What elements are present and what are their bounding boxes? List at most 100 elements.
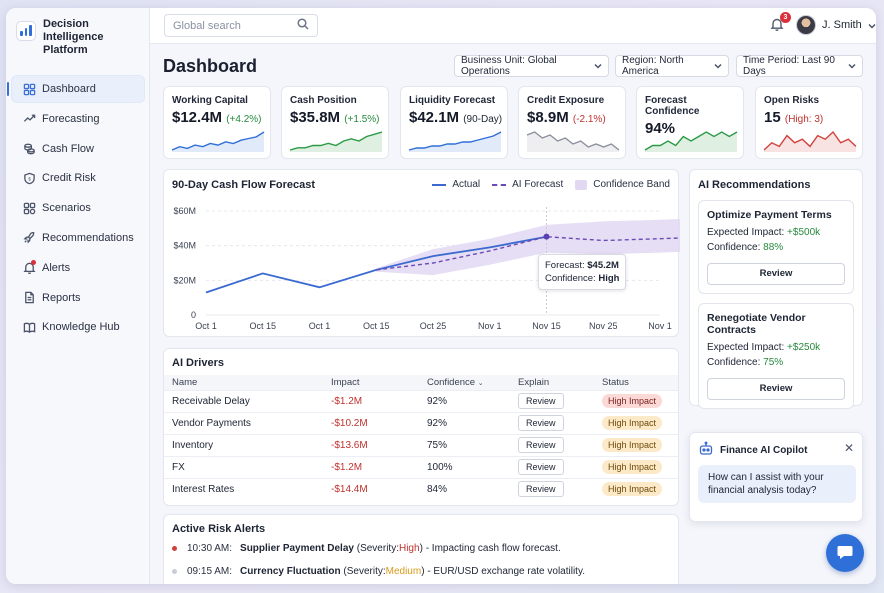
review-button[interactable]: Review	[707, 263, 845, 285]
filter-dropdown-3[interactable]: Time Period: Last 90 Days	[736, 55, 863, 77]
sidebar-item-label: Reports	[42, 291, 81, 304]
sidebar-item-dashboard[interactable]: Dashboard	[7, 76, 144, 102]
search-input[interactable]: Global search	[164, 14, 318, 37]
kpi-delta: (-2.1%)	[572, 114, 606, 125]
alert-subject: Supplier Payment Delay	[240, 543, 354, 554]
legend-band: Confidence Band	[593, 179, 670, 190]
document-icon	[22, 291, 36, 305]
kpi-label: Cash Position	[290, 95, 357, 106]
sidebar-item-recommendations[interactable]: Recommendations	[12, 225, 144, 251]
severity-dot	[172, 569, 177, 574]
review-button[interactable]: Review	[518, 393, 564, 409]
table-row[interactable]: FX -$1.2M 100% Review High Impact	[164, 455, 678, 478]
status-badge: High Impact	[602, 416, 663, 430]
sidebar-item-knowledge-hub[interactable]: Knowledge Hub	[12, 314, 144, 340]
sidebar-item-reports[interactable]: Reports	[12, 285, 144, 311]
confidence-value: 88%	[763, 242, 784, 253]
coins-icon	[22, 142, 36, 156]
col-name[interactable]: Name	[164, 375, 323, 390]
drivers-table: Name Impact Confidence ⌄ Explain Status …	[164, 375, 678, 500]
impact-value: +$250k	[787, 342, 821, 353]
review-button[interactable]: Review	[518, 415, 564, 431]
kpi-card-working-capital[interactable]: Working Capital $12.4M (+4.2%)	[163, 86, 271, 159]
col-explain[interactable]: Explain	[510, 375, 594, 390]
sparkline-line	[408, 131, 502, 151]
user-menu[interactable]: J. Smith	[796, 15, 876, 35]
x-tick-label: Oct 15	[249, 321, 276, 331]
search-placeholder: Global search	[173, 19, 241, 32]
kpi-card-open-risks[interactable]: Open Risks 15 (High: 3)	[755, 86, 863, 159]
driver-confidence: 84%	[419, 477, 510, 500]
legend-actual: Actual	[452, 179, 481, 190]
sidebar-item-scenarios[interactable]: Scenarios	[12, 195, 144, 221]
notifications-button[interactable]: 3	[770, 12, 791, 34]
sidebar-item-credit-risk[interactable]: $ Credit Risk	[12, 165, 144, 191]
grid-icon	[22, 82, 36, 96]
tooltip-conf-value: High	[598, 273, 620, 284]
sparkline-area	[764, 132, 856, 152]
table-row[interactable]: Vendor Payments -$10.2M 92% Review High Impa…	[164, 411, 678, 434]
sidebar-item-forecasting[interactable]: Forecasting	[12, 106, 144, 132]
cash-flow-chart[interactable]: 0 $20M $40M $60M Oct 1 Oct 15 Oct 1 Oct 15 Oct 2…	[164, 170, 680, 338]
x-tick-label: Nov 25	[589, 321, 618, 331]
table-row[interactable]: Inventory -$13.6M 75% Review High Impact	[164, 433, 678, 456]
filter-dropdown-2[interactable]: Region: North America	[615, 55, 729, 77]
x-tick-label: Oct 25	[420, 321, 447, 331]
chat-button[interactable]	[826, 534, 864, 572]
table-row[interactable]: Interest Rates -$14.4M 84% Review High Impac…	[164, 477, 678, 500]
brand[interactable]: Decision Intelligence Platform	[16, 18, 143, 57]
kpi-value: 94%	[645, 120, 676, 137]
col-impact[interactable]: Impact	[323, 375, 419, 390]
sparkline-line	[289, 131, 383, 151]
kpi-card-forecast-confidence[interactable]: Forecast Confidence 94%	[636, 86, 744, 159]
filter-label: Business Unit: Global Operations	[461, 55, 557, 77]
review-button[interactable]: Review	[518, 459, 564, 475]
review-button[interactable]: Review	[707, 378, 845, 400]
recommendation-title: Renegotiate Vendor Contracts	[707, 312, 806, 336]
sparkline-area	[172, 132, 264, 152]
shield-icon: $	[22, 171, 36, 185]
sidebar-item-alerts[interactable]: Alerts	[12, 255, 144, 281]
kpi-card-cash-position[interactable]: Cash Position $35.8M (+1.5%)	[281, 86, 389, 159]
sidebar-item-label: Knowledge Hub	[42, 321, 120, 334]
review-button[interactable]: Review	[518, 437, 564, 453]
chevron-down-icon	[714, 62, 722, 70]
sparkline-line	[171, 131, 265, 151]
filter-dropdown-1[interactable]: Business Unit: Global Operations	[454, 55, 609, 77]
sidebar-nav: Dashboard Forecasting Cash Flow $ Credit Ris…	[7, 76, 144, 344]
confidence-label: Confidence:	[707, 357, 761, 368]
risk-alert-item[interactable]: 09:15 AM: Currency Fluctuation (Severity:…	[172, 566, 585, 577]
search-icon[interactable]	[297, 18, 309, 33]
kpi-card-credit-exposure[interactable]: Credit Exposure $8.9M (-2.1%)	[518, 86, 626, 159]
impact-label: Expected Impact:	[707, 227, 785, 238]
x-tick-label: Oct 15	[363, 321, 390, 331]
severity-prefix: (Severity:	[356, 543, 399, 554]
close-icon[interactable]: ✕	[843, 441, 854, 455]
review-button[interactable]: Review	[518, 481, 564, 498]
bell-icon	[770, 18, 784, 34]
filter-label: Region: North America	[622, 55, 684, 77]
rocket-icon	[22, 231, 36, 245]
x-tick-label: Oct 1	[195, 321, 217, 331]
col-status[interactable]: Status	[594, 375, 678, 390]
chart-title: 90-Day Cash Flow Forecast	[172, 179, 316, 191]
driver-confidence: 100%	[419, 455, 510, 478]
confidence-band	[376, 218, 680, 276]
legend-band-swatch	[575, 179, 588, 190]
sidebar-item-cash-flow[interactable]: Cash Flow	[12, 136, 144, 162]
kpi-label: Working Capital	[172, 95, 248, 106]
x-tick-label: Oct 1	[309, 321, 331, 331]
kpi-card-liquidity-forecast[interactable]: Liquidity Forecast $42.1M (90-Day)	[400, 86, 508, 159]
col-confidence[interactable]: Confidence ⌄	[419, 375, 510, 390]
sort-chevron-icon: ⌄	[477, 379, 484, 387]
sparkline-area	[527, 132, 619, 152]
table-row[interactable]: Receivable Delay -$1.2M 92% Review High Impa…	[164, 389, 678, 412]
sparkline-area	[409, 132, 501, 152]
driver-impact: -$14.4M	[323, 477, 419, 500]
book-icon	[22, 320, 36, 334]
chevron-down-icon	[848, 62, 856, 70]
risk-alert-item[interactable]: 10:30 AM: Supplier Payment Delay (Severit…	[172, 543, 561, 554]
driver-name: FX	[164, 455, 323, 478]
sparkline-area	[290, 132, 382, 152]
severity-value: Medium	[385, 566, 422, 577]
